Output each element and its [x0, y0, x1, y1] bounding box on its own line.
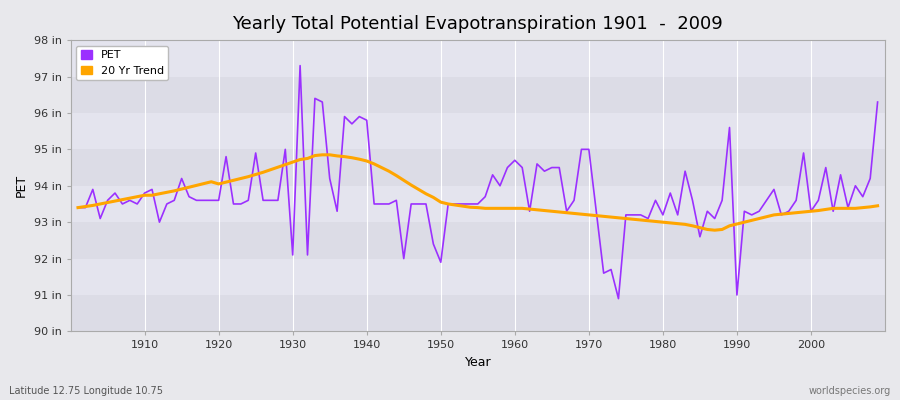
Bar	[70, 186, 885, 222]
Bar	[70, 149, 885, 186]
Bar	[70, 222, 885, 258]
Text: Latitude 12.75 Longitude 10.75: Latitude 12.75 Longitude 10.75	[9, 386, 163, 396]
Bar	[70, 76, 885, 113]
Bar	[70, 113, 885, 149]
Bar	[70, 40, 885, 76]
Y-axis label: PET: PET	[15, 174, 28, 197]
Bar	[70, 258, 885, 295]
Title: Yearly Total Potential Evapotranspiration 1901  -  2009: Yearly Total Potential Evapotranspiratio…	[232, 15, 724, 33]
Text: worldspecies.org: worldspecies.org	[809, 386, 891, 396]
X-axis label: Year: Year	[464, 356, 491, 369]
Legend: PET, 20 Yr Trend: PET, 20 Yr Trend	[76, 46, 168, 80]
Bar	[70, 295, 885, 332]
